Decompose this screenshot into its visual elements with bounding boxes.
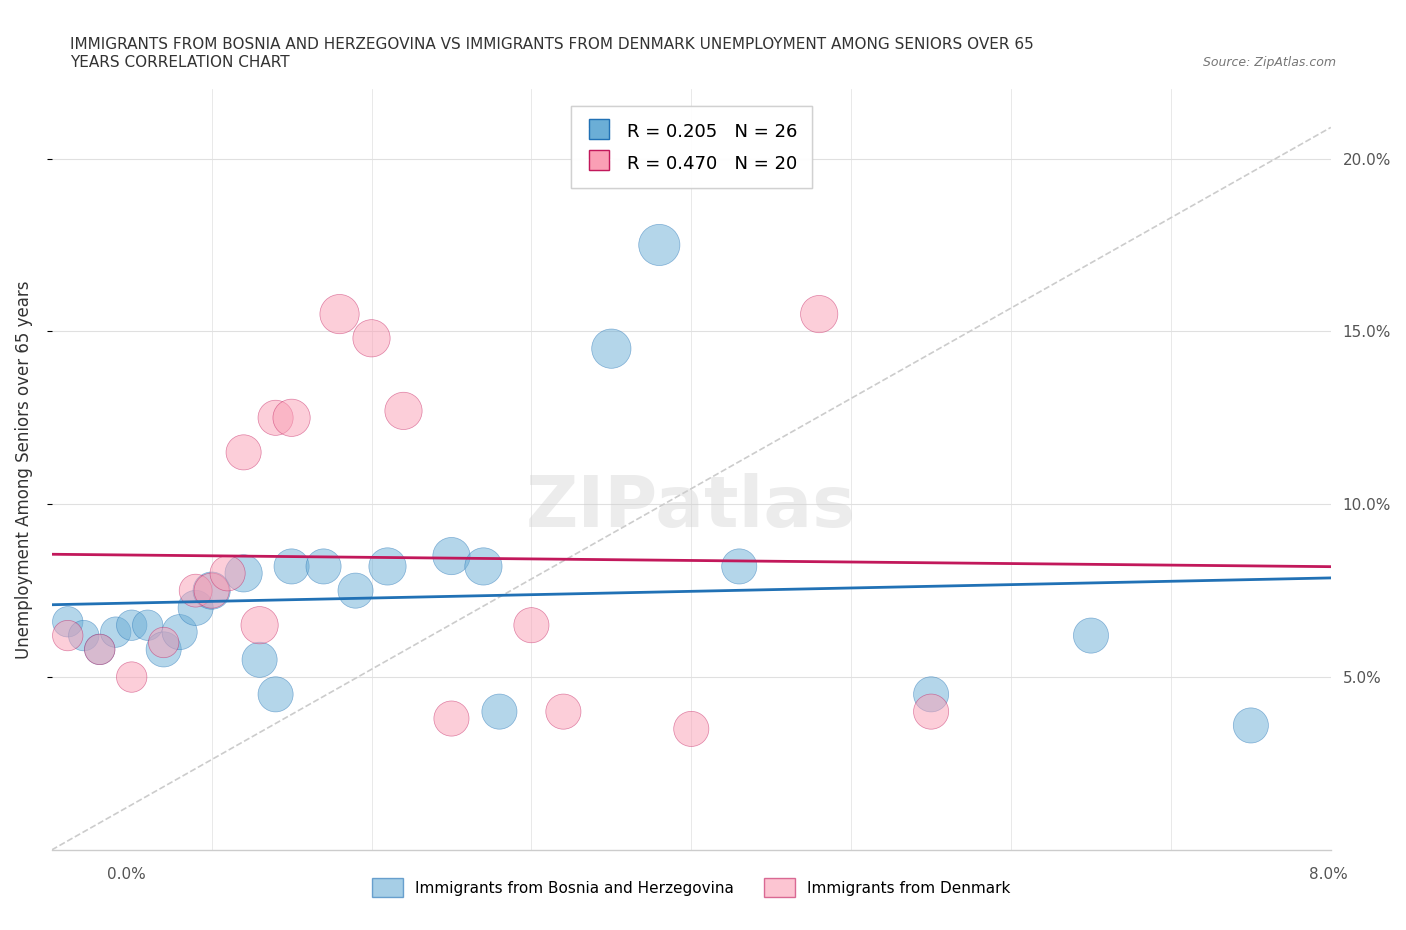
Point [136, 618, 159, 632]
Y-axis label: Unemployment Among Seniors over 65 years: Unemployment Among Seniors over 65 years [15, 281, 32, 658]
Point [264, 410, 287, 425]
Point [553, 704, 575, 719]
Point [56, 628, 79, 643]
Point [440, 711, 463, 726]
Point [152, 635, 174, 650]
Point [89, 642, 111, 657]
Point [600, 341, 623, 356]
Point [232, 566, 254, 581]
Point [344, 583, 367, 598]
Point [280, 559, 302, 574]
Point [104, 625, 127, 640]
Point [249, 618, 271, 632]
Point [328, 307, 350, 322]
Point [121, 670, 143, 684]
Point [808, 307, 831, 322]
Point [264, 687, 287, 702]
Point [201, 583, 224, 598]
Point [217, 566, 239, 581]
Point [184, 601, 207, 616]
Text: ZIPatlas: ZIPatlas [526, 473, 856, 542]
Text: IMMIGRANTS FROM BOSNIA AND HERZEGOVINA VS IMMIGRANTS FROM DENMARK UNEMPLOYMENT A: IMMIGRANTS FROM BOSNIA AND HERZEGOVINA V… [70, 37, 1033, 70]
Point [488, 704, 510, 719]
Point [312, 559, 335, 574]
Point [201, 583, 224, 598]
Point [232, 445, 254, 459]
Point [440, 549, 463, 564]
Legend: R = 0.205   N = 26, R = 0.470   N = 20: R = 0.205 N = 26, R = 0.470 N = 20 [571, 106, 811, 188]
Point [249, 652, 271, 667]
Point [1080, 628, 1102, 643]
Point [681, 722, 703, 737]
Point [89, 642, 111, 657]
Point [472, 559, 495, 574]
Point [377, 559, 399, 574]
Point [392, 404, 415, 418]
Point [920, 704, 942, 719]
Point [184, 583, 207, 598]
Point [360, 331, 382, 346]
Point [56, 615, 79, 630]
Point [121, 618, 143, 632]
Point [1240, 718, 1263, 733]
Text: Source: ZipAtlas.com: Source: ZipAtlas.com [1202, 56, 1336, 69]
Text: 8.0%: 8.0% [1309, 867, 1348, 882]
Point [280, 410, 302, 425]
Point [728, 559, 751, 574]
Point [520, 618, 543, 632]
Point [920, 687, 942, 702]
Point [73, 628, 96, 643]
Text: 0.0%: 0.0% [107, 867, 146, 882]
Point [152, 642, 174, 657]
Point [648, 237, 671, 252]
Point [169, 625, 191, 640]
